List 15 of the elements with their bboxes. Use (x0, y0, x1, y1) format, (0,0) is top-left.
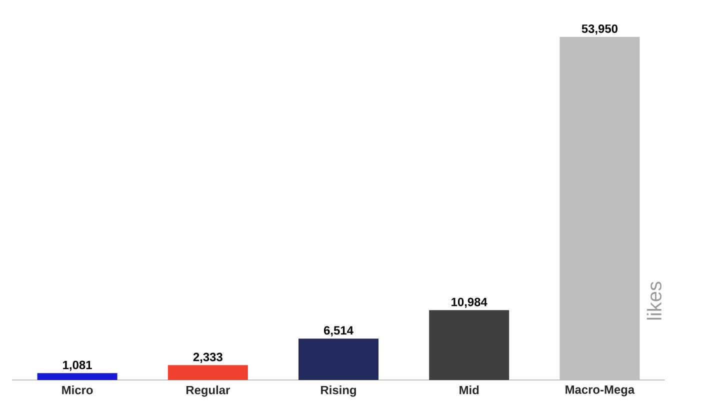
x-tick-label: Rising (321, 386, 356, 397)
x-tick-label: Macro-Mega (566, 386, 635, 396)
bar (298, 338, 378, 380)
x-tick-label: Regular (186, 386, 230, 397)
data-label: 10,984 (452, 298, 488, 308)
data-label: 1,081 (63, 360, 92, 371)
x-tick-label: Micro (62, 386, 93, 394)
data-label: 6,514 (324, 326, 354, 336)
bar (429, 310, 510, 380)
y-axis-title: likes (646, 282, 662, 320)
bar (168, 365, 248, 380)
data-label: 2,333 (193, 352, 222, 363)
x-tick-label: Mid (460, 386, 479, 394)
bar (37, 373, 118, 380)
data-label: 53,950 (582, 24, 618, 35)
